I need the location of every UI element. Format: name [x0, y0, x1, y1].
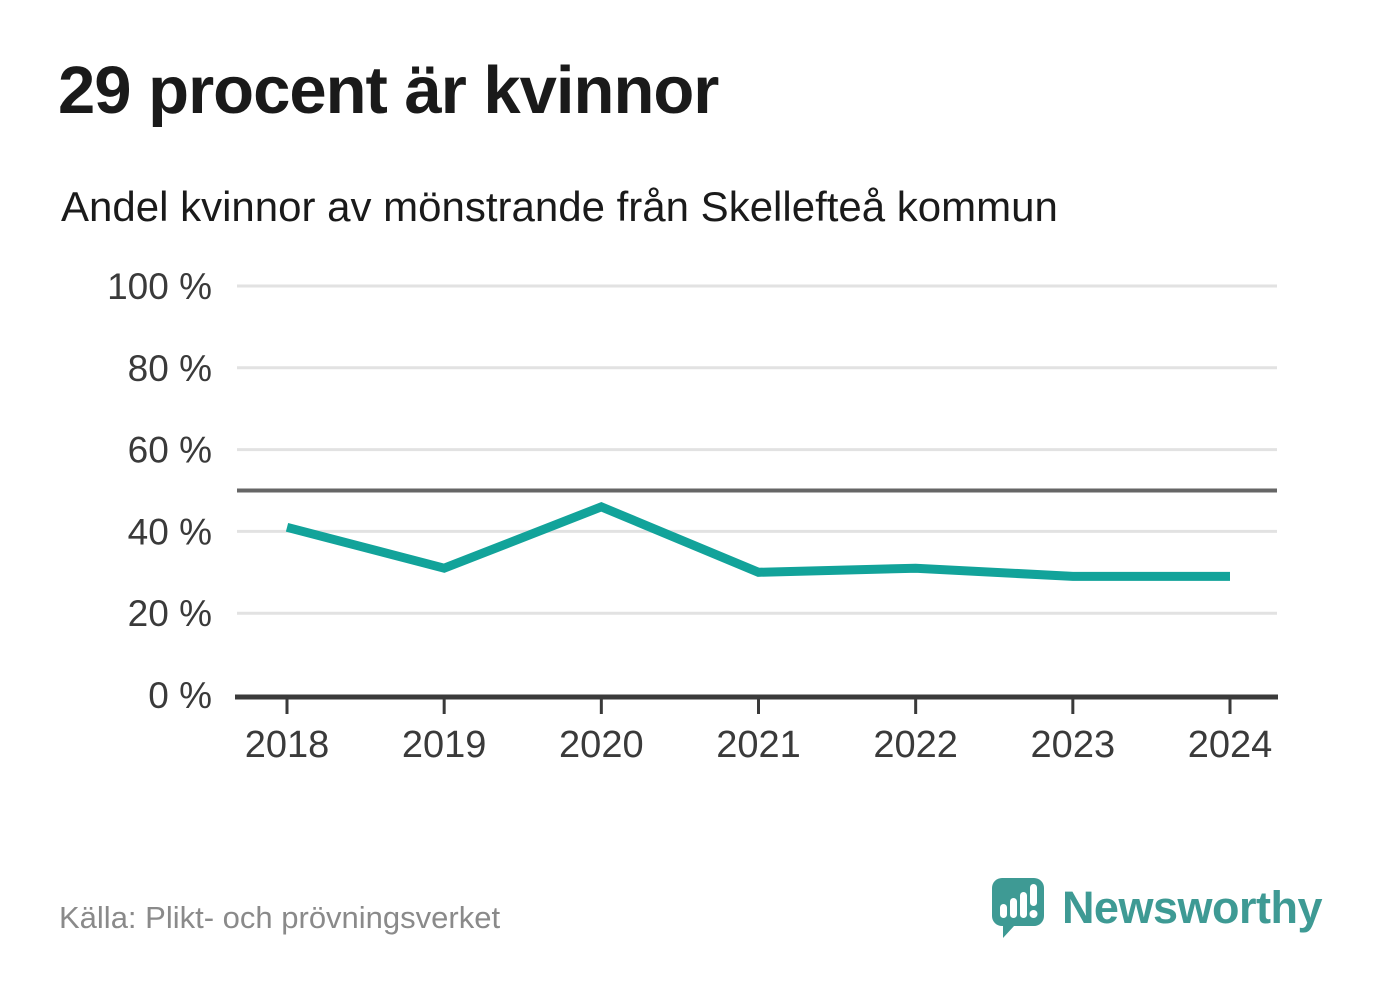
y-tick-label: 0 % [148, 675, 212, 716]
y-tick-label: 100 % [107, 266, 212, 307]
x-tick-label: 2018 [245, 724, 330, 766]
x-tick-label: 2020 [559, 724, 644, 766]
y-axis-labels: 0 % 20 % 40 % 60 % 80 % 100 % [107, 266, 212, 716]
y-tick-label: 20 % [128, 593, 212, 634]
y-tick-label: 40 % [128, 511, 212, 552]
data-line [285, 502, 1230, 581]
y-tick-label: 80 % [128, 348, 212, 389]
speech-bubble-bar-chart-icon [991, 878, 1044, 938]
brand-logo: Newsworthy [986, 874, 1323, 942]
chart-subtitle: Andel kvinnor av mönstrande från Skellef… [61, 183, 1058, 230]
x-tick-label: 2022 [873, 724, 958, 766]
x-axis [235, 694, 1278, 714]
x-tick-label: 2019 [402, 724, 487, 766]
x-tick-label: 2023 [1031, 724, 1116, 766]
y-tick-label: 60 % [128, 430, 212, 471]
line-chart: 0 % 20 % 40 % 60 % 80 % 100 % 2018 2019 2020 202… [107, 266, 1278, 766]
data-series [285, 502, 1230, 581]
brand-name: Newsworthy [1061, 882, 1323, 933]
source-note: Källa: Plikt- och prövningsverket [59, 900, 501, 935]
chart-title: 29 procent är kvinnor [58, 53, 719, 128]
x-axis-labels: 2018 2019 2020 2021 2022 2023 2024 [245, 724, 1273, 766]
x-tick-label: 2024 [1188, 724, 1273, 766]
x-tick-label: 2021 [716, 724, 801, 766]
gridlines [237, 284, 1277, 615]
